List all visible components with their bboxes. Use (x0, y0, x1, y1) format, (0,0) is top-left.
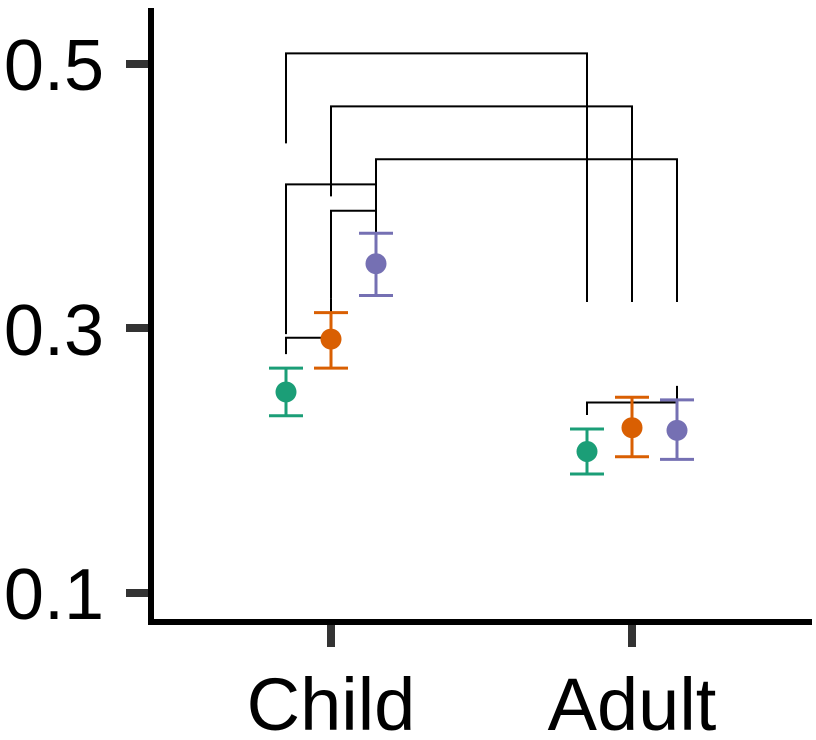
data-point (320, 328, 342, 350)
comparison-brackets (285, 52, 678, 416)
y-tick-label: 0.5 (4, 26, 104, 106)
data-point-group (570, 427, 604, 476)
data-point-group (269, 366, 303, 418)
data-point (576, 440, 598, 462)
comparison-bracket (375, 158, 678, 303)
comparison-bracket (330, 209, 377, 299)
data-point (365, 253, 387, 275)
x-tick-label-child: Child (247, 663, 416, 740)
y-tick-label: 0.3 (4, 291, 104, 371)
data-point (666, 419, 688, 441)
y-tick-label: 0.1 (4, 555, 104, 635)
data-point-group (660, 398, 694, 461)
data-point (621, 417, 643, 439)
data-point-group (359, 231, 393, 297)
x-tick-label-adult: Adult (548, 663, 717, 740)
comparison-bracket (330, 105, 633, 303)
data-point-group (314, 311, 348, 370)
data-point (275, 381, 297, 403)
data-point-group (615, 395, 649, 459)
data-points (269, 231, 694, 476)
comparison-bracket (285, 52, 588, 303)
